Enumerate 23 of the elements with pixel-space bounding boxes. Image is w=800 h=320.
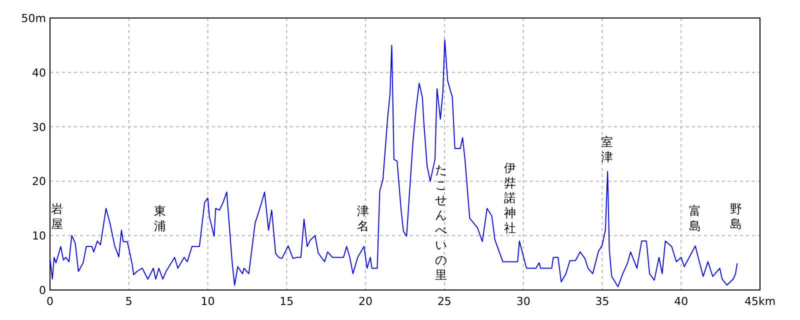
y-tick-label: 30 xyxy=(32,120,46,134)
annotation: 津名 xyxy=(357,204,369,233)
x-tick-label: 40 xyxy=(674,295,688,308)
annotation: 伊弉諾神社 xyxy=(504,161,516,235)
y-tick-label: 50m xyxy=(21,12,46,25)
x-tick-label: 30 xyxy=(516,295,530,308)
y-tick-label: 0 xyxy=(39,284,46,297)
y-tick-label: 20 xyxy=(32,175,46,188)
x-tick-label: 45km xyxy=(744,295,776,308)
x-tick-label: 25 xyxy=(437,295,452,308)
x-tick-label: 5 xyxy=(125,295,132,308)
x-tick-label: 15 xyxy=(280,295,294,308)
annotation: 東浦 xyxy=(154,204,166,233)
y-tick-label: 40 xyxy=(32,66,46,80)
x-tick-label: 20 xyxy=(358,295,373,308)
x-tick-label: 10 xyxy=(200,295,215,308)
y-tick-label: 10 xyxy=(32,230,46,243)
annotation: 岩屋 xyxy=(51,202,63,231)
annotation: たこせんべいの里 xyxy=(435,163,447,282)
annotation: 室津 xyxy=(601,135,613,164)
annotation: 富島 xyxy=(689,204,701,233)
annotation: 野島 xyxy=(730,202,742,231)
x-tick-label: 35 xyxy=(595,295,610,308)
